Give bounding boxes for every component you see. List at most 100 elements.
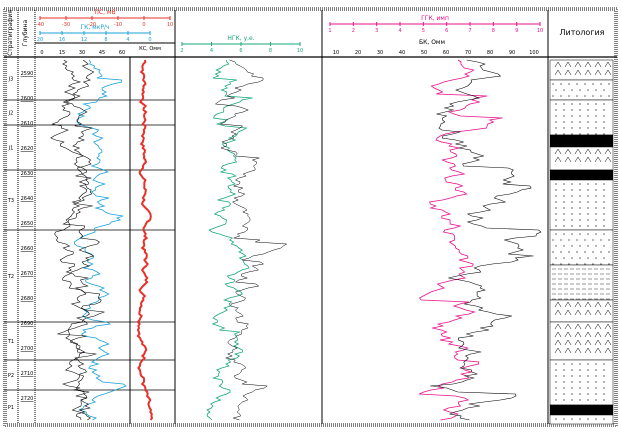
sand-dot — [587, 393, 589, 395]
sand-dot — [603, 245, 605, 247]
triangle-mark — [584, 323, 592, 330]
sand-dot — [563, 195, 565, 197]
strat-unit-label: J2 — [8, 111, 14, 117]
sand-dot — [571, 369, 573, 371]
triangle-mark — [554, 309, 562, 316]
pink-curve-tick-label: 3 — [375, 28, 378, 34]
sand-dot — [555, 219, 557, 221]
blue-curve-tick-label: 16 — [59, 37, 65, 43]
sand-dot — [587, 381, 589, 383]
sand-dot — [595, 189, 597, 191]
black-curve-tick-label: 30 — [79, 50, 85, 56]
sand-dot — [555, 103, 557, 105]
pink-curve-tick-label: 1 — [328, 28, 331, 34]
depth-header: Глубина — [22, 20, 29, 47]
triangle-mark — [564, 331, 572, 338]
sand-dot — [579, 183, 581, 185]
sand-dot — [587, 418, 589, 420]
sand-dot — [603, 369, 605, 371]
triangle-mark — [564, 323, 572, 330]
triangle-mark — [554, 347, 562, 354]
bk-tick-label: 60 — [443, 50, 449, 56]
triangle-mark — [594, 309, 602, 316]
sand-dot — [568, 83, 570, 85]
sand-dot — [587, 121, 589, 123]
sand-dot — [587, 387, 589, 389]
depth-label: 2720 — [21, 396, 34, 402]
sand-dot — [563, 201, 565, 203]
black-curve-tick-label: 15 — [59, 50, 65, 56]
sand-dot — [555, 363, 557, 365]
sand-dot — [600, 95, 602, 97]
triangle-mark — [584, 347, 592, 354]
sand-dot — [595, 363, 597, 365]
sand-dot — [603, 121, 605, 123]
sand-dot — [552, 83, 554, 85]
sand-dot — [608, 83, 610, 85]
green-ngk-curve — [206, 59, 253, 421]
sand-dot — [595, 133, 597, 135]
depth-label: 2690 — [21, 321, 34, 327]
sand-dot — [595, 369, 597, 371]
triangle-mark — [574, 148, 582, 155]
sand-dot — [563, 115, 565, 117]
track2-tick-label: 8 — [269, 48, 272, 54]
sand-dot — [595, 381, 597, 383]
sand-dot — [603, 257, 605, 259]
bk-tick-label: 10 — [333, 50, 339, 56]
lithology-layer — [549, 359, 614, 406]
sand-dot — [571, 213, 573, 215]
sand-dot — [595, 109, 597, 111]
black-bk-curve — [430, 59, 542, 421]
sand-dot — [571, 103, 573, 105]
triangle-mark — [594, 301, 602, 308]
sand-dot — [568, 239, 570, 241]
pink-curve-tick-label: 9 — [515, 28, 518, 34]
sand-dot — [587, 375, 589, 377]
track2-tick-label: 6 — [239, 48, 242, 54]
sand-dot — [587, 257, 589, 259]
triangle-mark — [564, 148, 572, 155]
sand-dot — [555, 189, 557, 191]
inner-border — [5, 9, 616, 425]
sand-dot — [568, 263, 570, 265]
triangle-mark — [584, 156, 592, 163]
lithology-layer — [549, 404, 614, 416]
lithology-layer — [549, 134, 614, 148]
triangle-mark — [604, 331, 612, 338]
sand-dot — [563, 369, 565, 371]
sand-dot — [563, 375, 565, 377]
sand-dot — [587, 225, 589, 227]
sand-dot — [584, 251, 586, 253]
sand-dot — [603, 375, 605, 377]
sand-dot — [571, 133, 573, 135]
sand-dot — [571, 219, 573, 221]
sand-dot — [579, 363, 581, 365]
triangle-mark — [554, 69, 562, 76]
pink-curve-tick-label: 2 — [352, 28, 355, 34]
sand-dot — [579, 381, 581, 383]
sand-dot — [563, 183, 565, 185]
blue-curve-tick-label: 12 — [81, 37, 87, 43]
sand-dot — [603, 109, 605, 111]
depth-label: 2630 — [21, 171, 34, 177]
sand-dot — [571, 381, 573, 383]
lithology-layer — [549, 146, 614, 171]
track2-tick-label: 2 — [180, 48, 183, 54]
sand-dot — [571, 207, 573, 209]
sand-dot — [595, 418, 597, 420]
triangle-mark — [574, 301, 582, 308]
sand-dot — [563, 189, 565, 191]
sand-dot — [595, 195, 597, 197]
triangle-mark — [574, 339, 582, 346]
sand-dot — [563, 121, 565, 123]
bk-tick-label: 80 — [487, 50, 493, 56]
sand-dot — [579, 225, 581, 227]
sand-dot — [592, 95, 594, 97]
red-curve-tick-label: -10 — [114, 22, 122, 28]
sand-dot — [587, 103, 589, 105]
sand-dot — [563, 219, 565, 221]
black-ks-curve — [50, 59, 97, 421]
sand-dot — [560, 263, 562, 265]
sand-dot — [552, 263, 554, 265]
